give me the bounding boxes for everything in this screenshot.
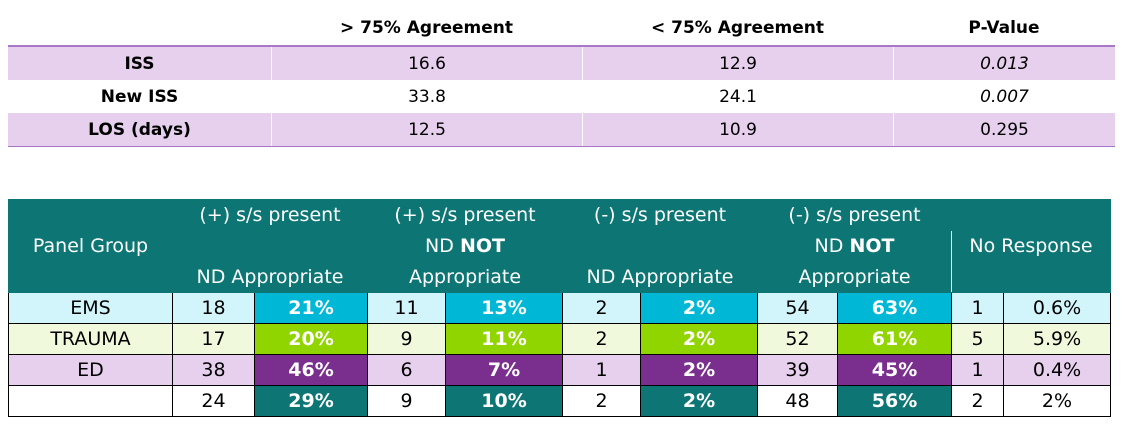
summary-row-new-iss: New ISS 33.8 24.1 0.007 <box>8 80 1115 113</box>
count: 54 <box>757 292 838 324</box>
header-col4-not: NOT <box>849 235 895 257</box>
panel-group-table: Panel Group (+) s/s present (+) s/s pres… <box>8 199 1111 417</box>
value-above: 33.8 <box>408 86 446 107</box>
count: 2 <box>562 292 641 324</box>
header-above-75: > 75% Agreement <box>339 18 513 38</box>
summary-header-row: > 75% Agreement < 75% Agreement P-Value <box>8 15 1115 47</box>
percent: 29% <box>254 385 368 417</box>
percent: 56% <box>837 385 952 417</box>
header-col3-line2: ND Appropriate <box>562 261 758 293</box>
percent: 11% <box>445 323 563 355</box>
header-panel-group: Panel Group <box>8 199 173 293</box>
percent: 2% <box>640 292 758 324</box>
p-value: 0.295 <box>893 113 1115 146</box>
summary-row-los: LOS (days) 12.5 10.9 0.295 <box>8 113 1115 147</box>
p-value: 0.013 <box>893 47 1115 80</box>
panel-header-row-2: ND NOT ND NOT <box>9 230 1111 262</box>
header-col2-line1: (+) s/s present <box>367 199 563 231</box>
header-no-response: No Response <box>951 199 1111 293</box>
count: 2 <box>951 385 1004 417</box>
count: 39 <box>757 354 838 386</box>
percent: 2% <box>640 323 758 355</box>
header-col4-line1: (-) s/s present <box>757 199 952 231</box>
count: 1 <box>951 354 1004 386</box>
group-label: ED <box>8 354 173 386</box>
percent: 2% <box>640 385 758 417</box>
percent: 10% <box>445 385 563 417</box>
group-label <box>8 385 173 417</box>
panel-header-row-1: Panel Group (+) s/s present (+) s/s pres… <box>8 199 1111 293</box>
header-col1-line2: ND Appropriate <box>172 261 368 293</box>
value-above: 12.5 <box>271 113 582 146</box>
percent: 5.9% <box>1003 323 1111 355</box>
summary-row-iss: ISS 16.6 12.9 0.013 <box>8 47 1115 80</box>
header-col2-not: NOT <box>459 235 505 257</box>
value-below: 10.9 <box>582 113 893 146</box>
percent: 2% <box>640 354 758 386</box>
count: 1 <box>562 354 641 386</box>
table-row-ed: ED 38 46% 6 7% 1 2% 39 45% 1 0.4% <box>8 354 1111 386</box>
count: 24 <box>172 385 255 417</box>
count: 17 <box>172 323 255 355</box>
value-below: 12.9 <box>582 47 893 80</box>
percent: 0.4% <box>1003 354 1111 386</box>
panel-header-row-3: ND Appropriate Appropriate ND Appropriat… <box>9 261 1111 293</box>
percent: 61% <box>837 323 952 355</box>
group-label: TRAUMA <box>8 323 173 355</box>
percent: 21% <box>254 292 368 324</box>
header-p-value: P-Value <box>968 18 1040 38</box>
count: 6 <box>367 354 446 386</box>
agreement-summary-table: > 75% Agreement < 75% Agreement P-Value … <box>8 15 1115 147</box>
percent: 46% <box>254 354 368 386</box>
row-label: New ISS <box>100 86 179 107</box>
percent: 13% <box>445 292 563 324</box>
percent: 20% <box>254 323 368 355</box>
header-col1-line1: (+) s/s present <box>172 199 368 231</box>
count: 11 <box>367 292 446 324</box>
row-label: LOS (days) <box>88 119 191 140</box>
header-col2-line3: Appropriate <box>367 261 563 293</box>
header-below-75: < 75% Agreement <box>650 18 824 38</box>
header-col2-nd: ND <box>425 235 460 257</box>
header-col4-nd: ND <box>814 235 850 257</box>
table-row-trauma: TRAUMA 17 20% 9 11% 2 2% 52 61% 5 5.9% <box>8 323 1111 355</box>
count: 1 <box>951 292 1004 324</box>
count: 18 <box>172 292 255 324</box>
header-col1-spacer <box>172 230 368 262</box>
row-label: ISS <box>124 53 155 74</box>
percent: 45% <box>837 354 952 386</box>
table-row-ems: EMS 18 21% 11 13% 2 2% 54 63% 1 0.6% <box>8 292 1111 324</box>
group-label: EMS <box>8 292 173 324</box>
header-col3-spacer <box>562 230 758 262</box>
count: 52 <box>757 323 838 355</box>
header-col4-line3: Appropriate <box>757 261 952 293</box>
value-above: 16.6 <box>271 47 582 80</box>
count: 5 <box>951 323 1004 355</box>
header-col4-line2: ND NOT <box>757 230 952 262</box>
count: 2 <box>562 385 641 417</box>
count: 38 <box>172 354 255 386</box>
count: 9 <box>367 385 446 417</box>
count: 48 <box>757 385 838 417</box>
value-below: 24.1 <box>719 86 757 107</box>
percent: 2% <box>1003 385 1111 417</box>
count: 2 <box>562 323 641 355</box>
table-row-total: 24 29% 9 10% 2 2% 48 56% 2 2% <box>8 385 1111 417</box>
percent: 63% <box>837 292 952 324</box>
header-col2-line2: ND NOT <box>367 230 563 262</box>
p-value: 0.007 <box>980 86 1029 107</box>
count: 9 <box>367 323 446 355</box>
percent: 0.6% <box>1003 292 1111 324</box>
header-col3-line1: (-) s/s present <box>562 199 758 231</box>
percent: 7% <box>445 354 563 386</box>
